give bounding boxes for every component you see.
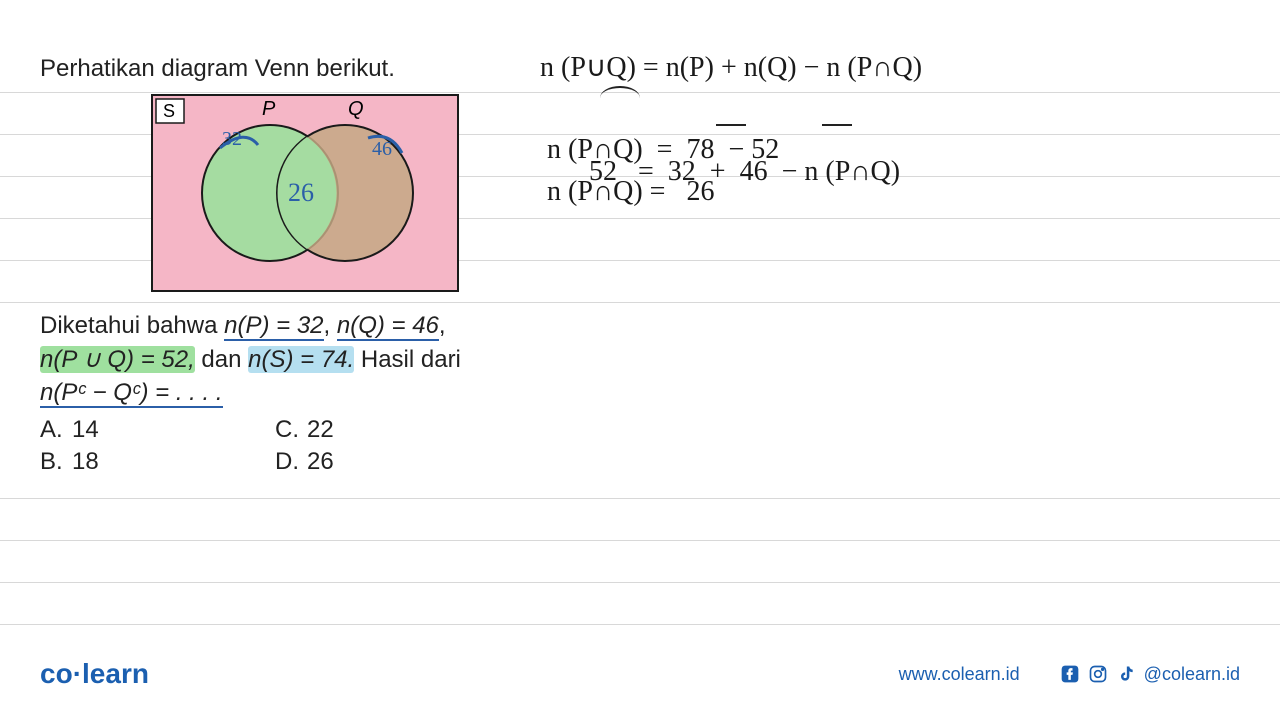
option-a: A.14	[40, 416, 275, 444]
venn-p-label: P	[262, 98, 276, 120]
work-line-3: n (P∩Q) = 78 − 52	[540, 134, 1240, 176]
work-line-2: 52 = 32 + 46 − n (P∩Q)	[540, 92, 1240, 134]
footer-url: www.colearn.id	[899, 664, 1020, 685]
brand-logo: co·learn	[40, 658, 149, 690]
venn-q-label: Q	[348, 98, 364, 120]
hasil-text: Hasil dari	[361, 346, 461, 373]
work-line-1: n (P∪Q) = n(P) + n(Q) − n (P∩Q)	[540, 50, 1240, 92]
handwritten-work: n (P∪Q) = n(P) + n(Q) − n (P∩Q) 52 = 32 …	[540, 50, 1240, 218]
venn-diagram: S P Q 32 46 26	[150, 93, 460, 293]
given-prefix: Diketahui bahwa	[40, 312, 224, 339]
answer-options: A.14 C.22 B.18 D.26	[40, 416, 510, 476]
brand-co: co	[40, 658, 73, 689]
np-text: n(P) = 32	[224, 312, 323, 341]
problem-panel: Perhatikan diagram Venn berikut. S P Q 3…	[40, 55, 510, 476]
option-b: B.18	[40, 448, 275, 476]
footer-handle: @colearn.id	[1144, 664, 1240, 685]
venn-s-label: S	[163, 101, 175, 121]
option-d: D.26	[275, 448, 510, 476]
question-expr: n(Pᶜ − Qᶜ) = . . . .	[40, 379, 223, 408]
brand-learn: learn	[82, 658, 149, 689]
work-line-4: n (P∩Q) = 26	[540, 176, 1240, 218]
instagram-icon	[1088, 664, 1108, 684]
dan-text: dan	[201, 346, 241, 373]
problem-body: Diketahui bahwa n(P) = 32, n(Q) = 46, n(…	[40, 309, 510, 410]
venn-p-value: 32	[222, 128, 242, 150]
option-c: C.22	[275, 416, 510, 444]
social-icons: @colearn.id	[1060, 664, 1240, 685]
nq-text: n(Q) = 46	[337, 312, 439, 341]
tiktok-icon	[1116, 664, 1136, 684]
ns-text: n(S) = 74.	[248, 346, 354, 373]
facebook-icon	[1060, 664, 1080, 684]
npq-text: n(P ∪ Q) = 52,	[40, 346, 195, 373]
footer: co·learn www.colearn.id @colearn.id	[0, 658, 1280, 690]
problem-title: Perhatikan diagram Venn berikut.	[40, 55, 510, 83]
venn-intersection-value: 26	[288, 178, 314, 207]
venn-q-value: 46	[372, 138, 392, 160]
